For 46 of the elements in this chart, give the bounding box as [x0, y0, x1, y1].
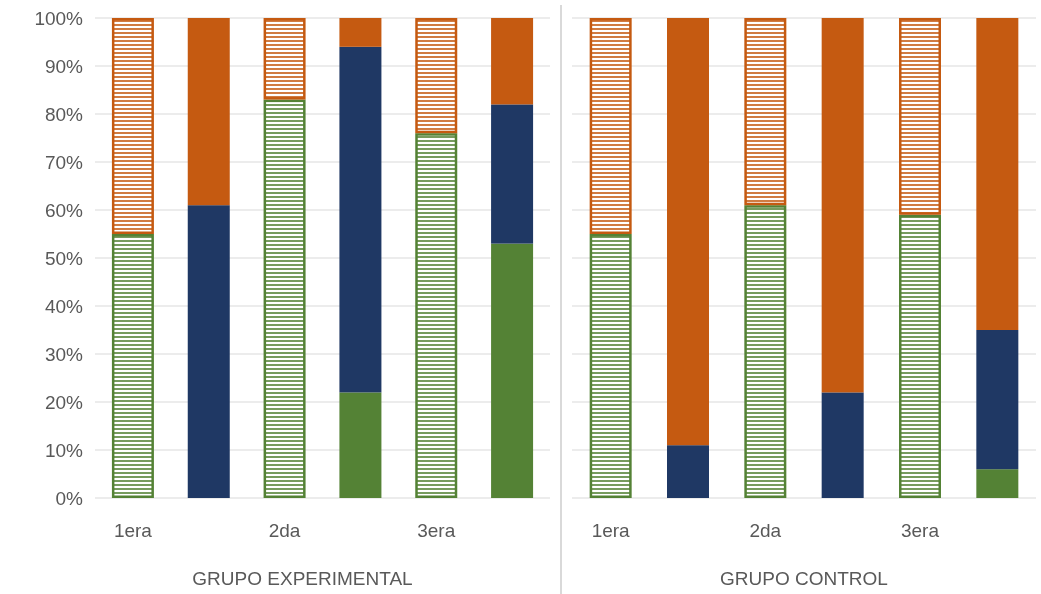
y-tick-label: 60%: [44, 199, 84, 221]
bar: [821, 18, 864, 393]
bar: [111, 234, 154, 498]
bar: [976, 469, 1019, 498]
bar: [589, 234, 632, 498]
y-tick-label: 10%: [44, 439, 84, 461]
bar: [667, 445, 709, 498]
x-tick-label: 1era: [591, 519, 631, 541]
bar: [415, 133, 458, 498]
x-tick-label: 2da: [268, 519, 301, 541]
bar: [899, 214, 941, 498]
bar: [899, 18, 941, 215]
bar: [263, 18, 306, 100]
x-axis-title: GRUPO EXPERIMENTAL: [192, 567, 413, 589]
bar: [976, 18, 1019, 330]
bar: [491, 104, 534, 244]
y-tick-label: 30%: [44, 343, 84, 365]
y-tick-label: 40%: [44, 295, 84, 317]
bar: [589, 18, 632, 234]
bar: [339, 46, 382, 393]
bar: [339, 18, 382, 47]
y-tick-label: 0%: [55, 487, 84, 509]
bar: [976, 330, 1019, 470]
bar: [491, 18, 534, 105]
bar: [415, 18, 458, 134]
x-tick-label: 3era: [417, 519, 456, 541]
y-tick-label: 20%: [44, 391, 84, 413]
bar: [667, 18, 709, 446]
y-tick-label: 100%: [34, 7, 84, 29]
y-tick-label: 70%: [44, 151, 84, 173]
x-tick-label: 1era: [113, 519, 153, 541]
x-tick-label: 3era: [900, 519, 940, 541]
x-tick-label: 2da: [749, 519, 782, 541]
bar: [187, 18, 230, 206]
y-tick-label: 90%: [44, 55, 84, 77]
y-tick-label: 80%: [44, 103, 84, 125]
bar: [263, 99, 306, 498]
y-tick-label: 50%: [44, 247, 84, 269]
bar: [111, 18, 154, 234]
bar: [187, 205, 230, 498]
bar: [744, 18, 787, 206]
bar: [491, 243, 534, 498]
bar: [744, 205, 787, 498]
bar: [821, 392, 864, 498]
bar: [339, 392, 382, 498]
x-axis-title: GRUPO CONTROL: [720, 567, 888, 589]
